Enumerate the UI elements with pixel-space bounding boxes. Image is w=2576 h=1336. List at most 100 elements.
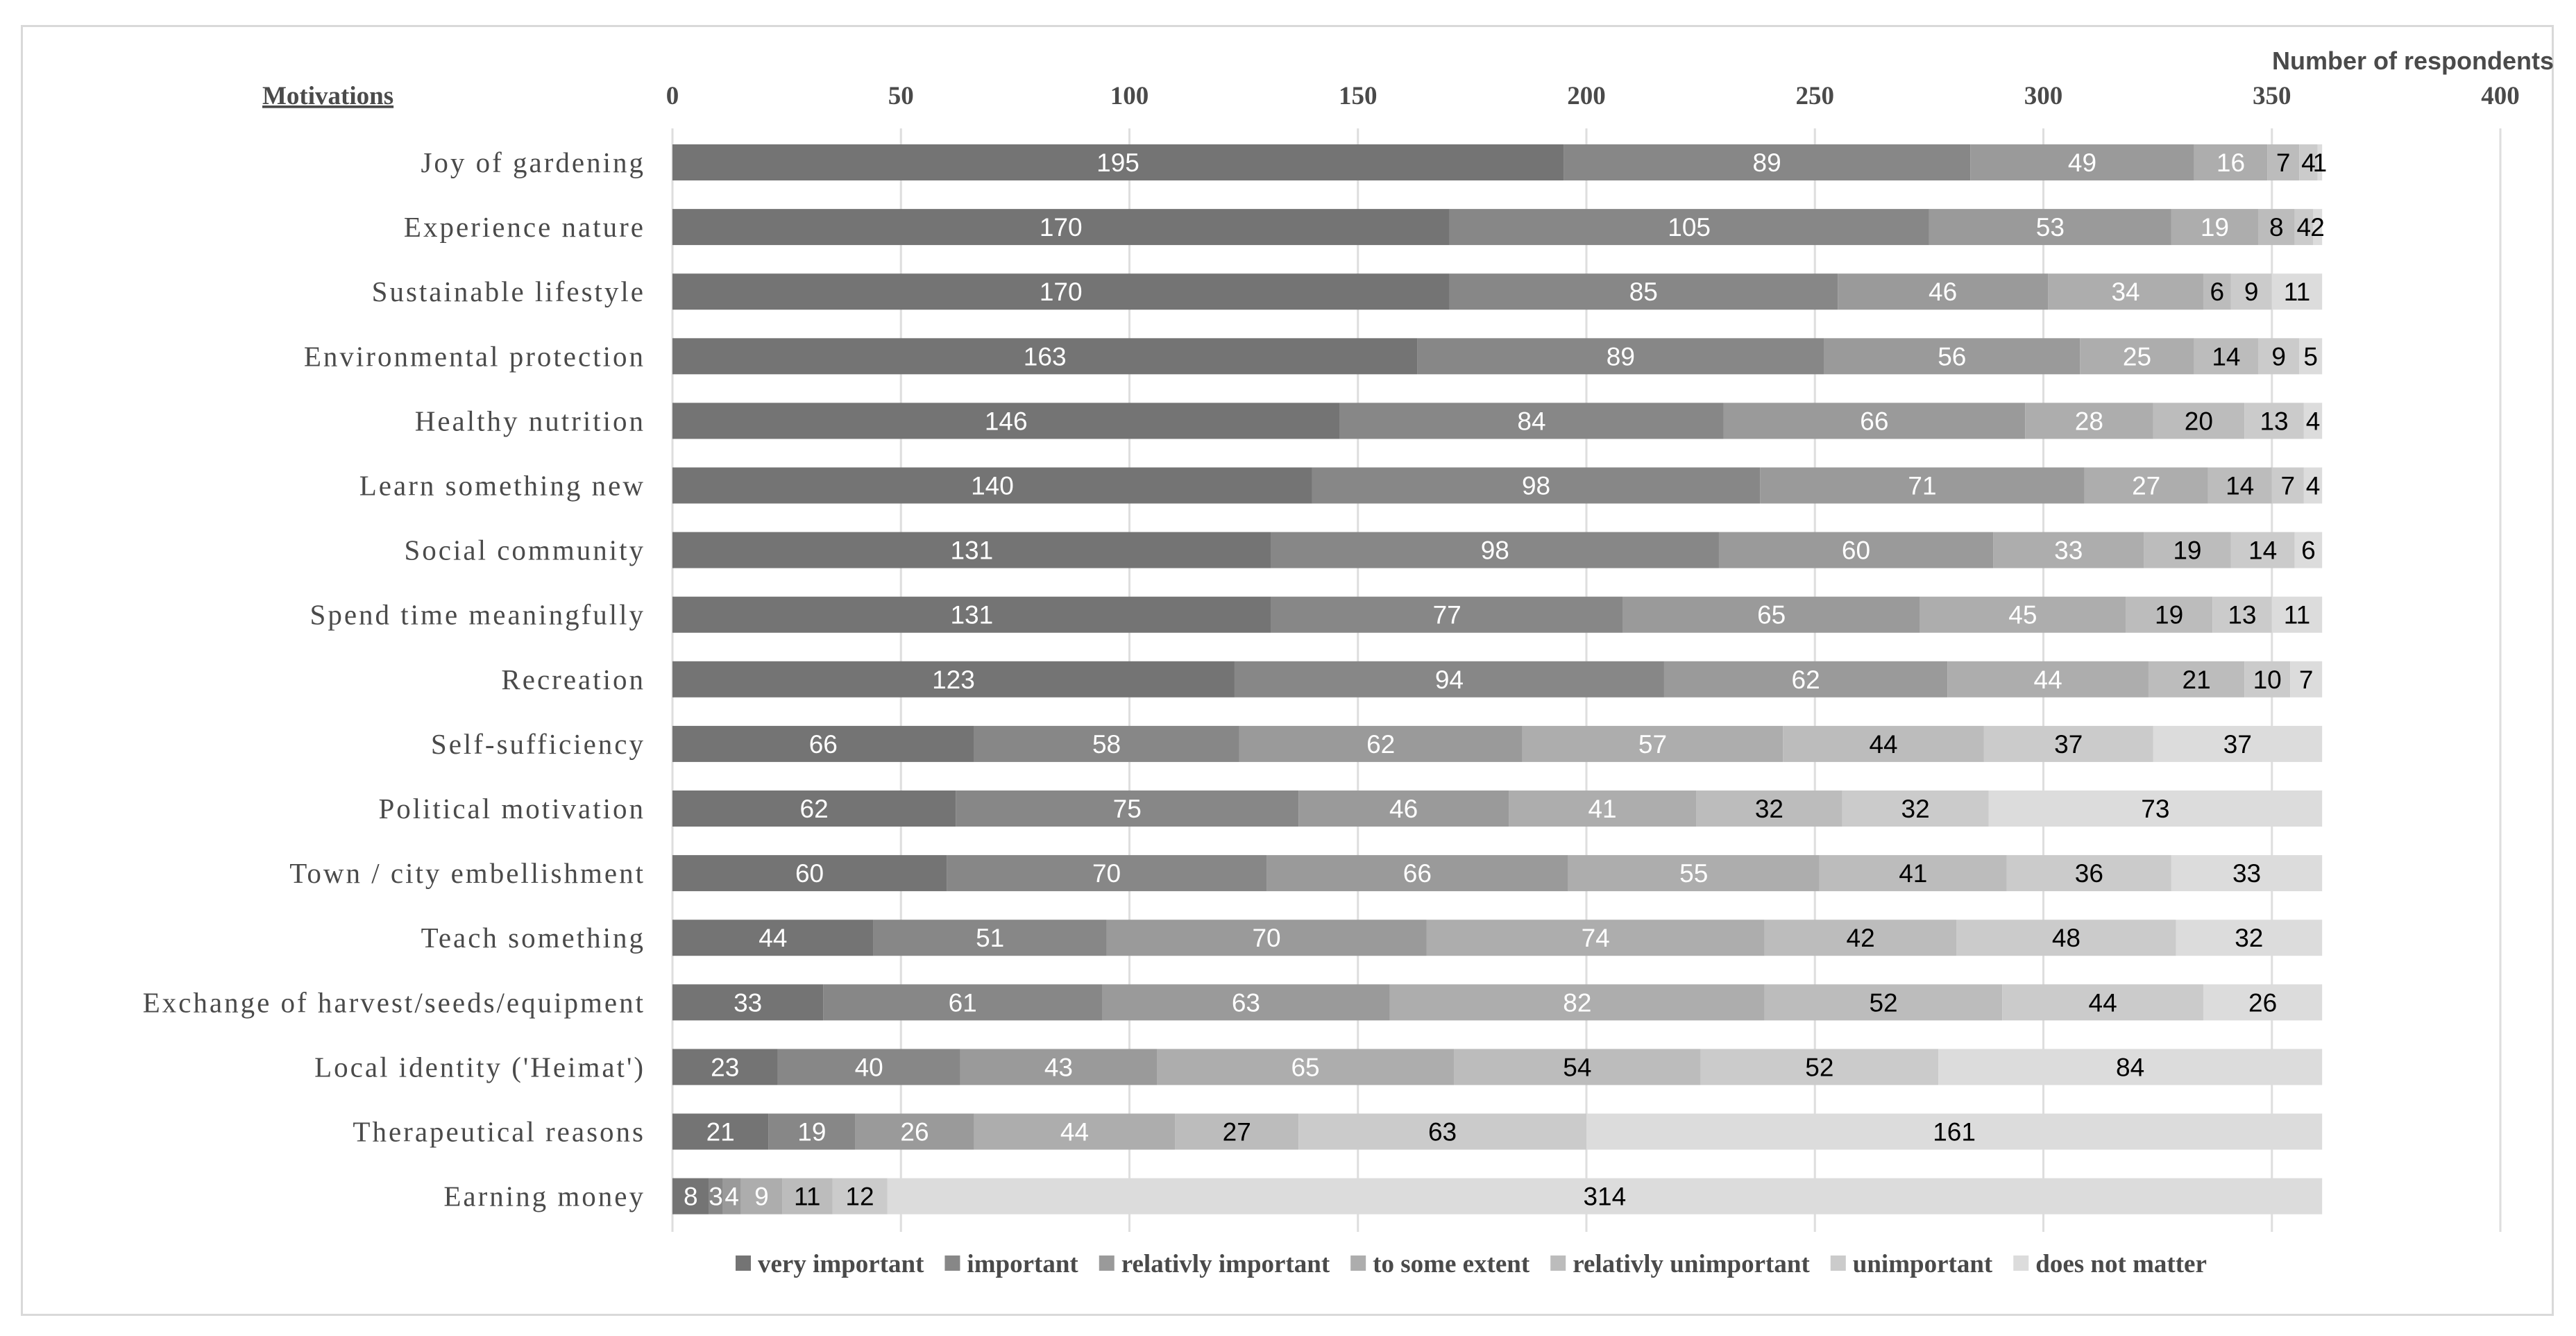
data-label: 161: [1933, 1118, 1976, 1147]
data-label: 75: [1113, 795, 1142, 823]
legend-swatch: [1099, 1255, 1115, 1271]
bar-segment: [672, 1049, 778, 1085]
bar-segment: [1970, 144, 2194, 180]
bar-segment: [1312, 467, 1761, 504]
data-label: 4: [724, 1183, 739, 1211]
data-label: 3: [709, 1183, 723, 1211]
bar-segment: [1339, 403, 1724, 439]
bar-segment: [2208, 467, 2272, 504]
data-label: 6: [2301, 536, 2316, 565]
category-label: Environmental protection: [304, 340, 645, 372]
data-label: 33: [2232, 859, 2261, 888]
bar-segment: [2080, 338, 2194, 375]
bar-segment: [2126, 596, 2213, 633]
bar-segment: [1838, 273, 2049, 310]
legend-swatch: [736, 1255, 751, 1271]
bar-segment: [1417, 338, 1824, 375]
bar-segment: [1622, 596, 1920, 633]
bar-segment: [2294, 209, 2314, 246]
data-label: 53: [2036, 213, 2065, 242]
data-label: 7: [2299, 666, 2314, 694]
data-label: 9: [2244, 278, 2259, 306]
data-label: 6: [2210, 278, 2224, 306]
legend-swatch: [2013, 1255, 2029, 1271]
legend-swatch: [1350, 1255, 1366, 1271]
bar-segment: [2212, 596, 2272, 633]
data-label: 66: [809, 730, 838, 759]
data-label: 19: [2201, 213, 2229, 242]
data-label: 84: [2116, 1053, 2144, 1081]
data-label: 14: [2212, 342, 2240, 371]
legend-swatch: [944, 1255, 960, 1271]
bar-segment: [2203, 984, 2323, 1021]
bar-segment: [2257, 209, 2295, 246]
bar-segment: [672, 661, 1235, 697]
data-label: 170: [1040, 213, 1083, 242]
chart-title: Motivations: [262, 82, 393, 110]
bar-segment: [2176, 920, 2323, 956]
bar-segment: [2194, 144, 2268, 180]
x-tick-label: 350: [2253, 82, 2291, 110]
data-label: 32: [1755, 795, 1783, 823]
bar-segment: [887, 1178, 2323, 1215]
x-tick-label: 400: [2481, 82, 2520, 110]
bar-segment: [1947, 661, 2149, 697]
legend-entry: unimportant: [1853, 1250, 1993, 1278]
data-label: 11: [794, 1183, 820, 1211]
data-label: 56: [1938, 342, 1966, 371]
bar-segment: [2230, 532, 2295, 568]
bar-segment: [1764, 920, 1957, 956]
data-label: 70: [1252, 924, 1280, 952]
legend-swatch: [1830, 1255, 1846, 1271]
bar-segment: [2171, 209, 2258, 246]
bar-segment: [2006, 855, 2171, 892]
x-tick-label: 300: [2024, 82, 2063, 110]
bar-segment: [1760, 467, 2085, 504]
data-label: 13: [2228, 601, 2256, 629]
bar-segment: [672, 209, 1450, 246]
data-label: 8: [684, 1183, 698, 1211]
bar-segment: [1509, 790, 1697, 827]
bar-segment: [2203, 273, 2231, 310]
category-label: Exchange of harvest/seeds/equipment: [143, 986, 645, 1018]
legend-swatch: [1550, 1255, 1566, 1271]
legend-entry: to some extent: [1373, 1250, 1530, 1278]
data-label: 170: [1040, 278, 1083, 306]
data-label: 65: [1757, 601, 1786, 629]
data-label: 48: [2052, 924, 2081, 952]
bar-segment: [873, 920, 1107, 956]
data-label: 98: [1522, 472, 1550, 500]
data-label: 61: [949, 988, 977, 1017]
data-label: 34: [2111, 278, 2139, 306]
bar-segment: [672, 596, 1271, 633]
bar-segment: [2002, 984, 2203, 1021]
bar-segment: [1239, 725, 1523, 762]
bar-segment: [1929, 209, 2171, 246]
data-label: 105: [1668, 213, 1711, 242]
bar-segment: [1175, 1113, 1299, 1150]
category-label: Earning money: [443, 1181, 645, 1212]
category-label: Self-sufficiency: [431, 728, 645, 760]
data-label: 44: [1869, 730, 1897, 759]
data-label: 33: [2054, 536, 2083, 565]
category-label: Learn something new: [359, 470, 645, 502]
bar-segment: [777, 1049, 960, 1085]
bar-segment: [1298, 1113, 1586, 1150]
x-tick-label: 0: [666, 82, 679, 110]
legend-entry: relativly important: [1121, 1250, 1330, 1278]
bar-segment: [974, 1113, 1176, 1150]
bar-segment: [722, 1178, 741, 1215]
category-label: Spend time meaningfully: [310, 599, 645, 631]
bar-segment: [1696, 790, 1842, 827]
bar-segment: [1426, 920, 1765, 956]
bar-segment: [2299, 144, 2318, 180]
data-label: 7: [2276, 149, 2291, 177]
bar-segment: [2084, 467, 2208, 504]
data-label: 41: [1588, 795, 1616, 823]
data-label: 7: [2281, 472, 2296, 500]
bar-segment: [2144, 532, 2231, 568]
data-label: 2: [2310, 213, 2325, 242]
data-label: 43: [1044, 1053, 1073, 1081]
data-label: 71: [1908, 472, 1936, 500]
data-label: 70: [1092, 859, 1121, 888]
